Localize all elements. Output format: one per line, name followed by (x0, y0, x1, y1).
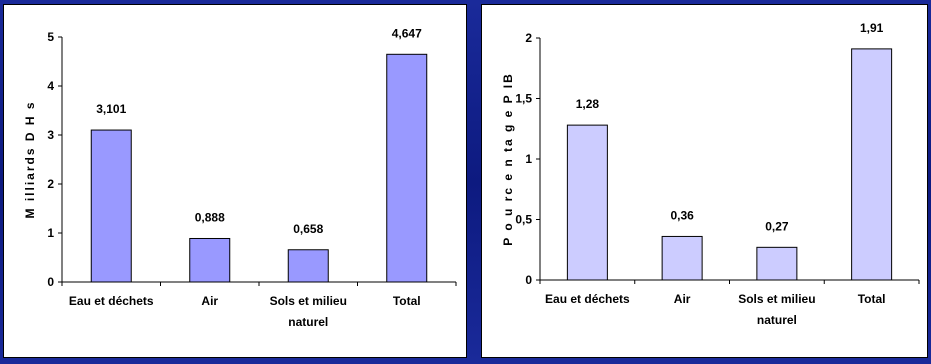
y-tick-label: 0 (47, 275, 54, 289)
data-label: 0,888 (195, 210, 225, 224)
x-category-label: Total (858, 292, 886, 306)
y-tick-label: 1 (47, 226, 54, 240)
y-tick-label: 4 (47, 79, 54, 93)
x-category-label: Eau et déchets (69, 294, 154, 308)
y-tick-label: 1,5 (515, 92, 532, 106)
y-tick-label: 2 (47, 177, 54, 191)
y-tick-label: 0 (525, 273, 532, 287)
chart-panel-right: 0 0,5 1 1,5 2 1,28 Eau et déchets 0,36 Air 0,27 So… (481, 4, 928, 358)
data-label: 1,91 (860, 21, 884, 35)
x-category-label: Sols et milieu (270, 294, 347, 308)
x-category-label: naturel (288, 315, 328, 329)
bar (851, 48, 893, 281)
x-category-label: Eau et déchets (545, 292, 630, 306)
y-tick-label: 1 (525, 152, 532, 166)
data-label: 4,647 (392, 26, 422, 40)
bar (90, 129, 132, 283)
x-category-label: Total (393, 294, 421, 308)
bar (287, 249, 329, 283)
x-category-label: Air (201, 294, 218, 308)
data-label: 0,36 (670, 208, 694, 222)
bar (566, 124, 608, 281)
bar (189, 237, 231, 283)
x-category-label: Air (674, 292, 691, 306)
y-tick-label: 2 (525, 31, 532, 45)
chart-panel-left: 0 1 2 3 4 5 3,101 Eau et déchets 0,888 Air 0,658 So… (3, 4, 467, 358)
data-label: 1,28 (576, 97, 600, 111)
bar-chart-milliards: 0 1 2 3 4 5 3,101 Eau et déchets 0,888 Air 0,658 So… (23, 26, 457, 329)
x-category-label: naturel (757, 313, 797, 327)
y-tick-label: 0,5 (515, 213, 532, 227)
bar (386, 53, 428, 283)
bar-chart-pourcentage-pib: 0 0,5 1 1,5 2 1,28 Eau et déchets 0,36 Air 0,27 So… (501, 21, 920, 327)
data-label: 0,27 (765, 219, 789, 233)
data-label: 0,658 (293, 222, 323, 236)
y-axis-title: M illiards D H s (23, 100, 37, 218)
x-category-label: Sols et milieu (738, 292, 815, 306)
y-axis-title: P o u rc e n ta g e P IB (501, 72, 515, 246)
bar (756, 246, 798, 281)
y-tick-label: 3 (47, 128, 54, 142)
bar (661, 235, 703, 281)
y-tick-label: 5 (47, 30, 54, 44)
data-label: 3,101 (96, 102, 126, 116)
